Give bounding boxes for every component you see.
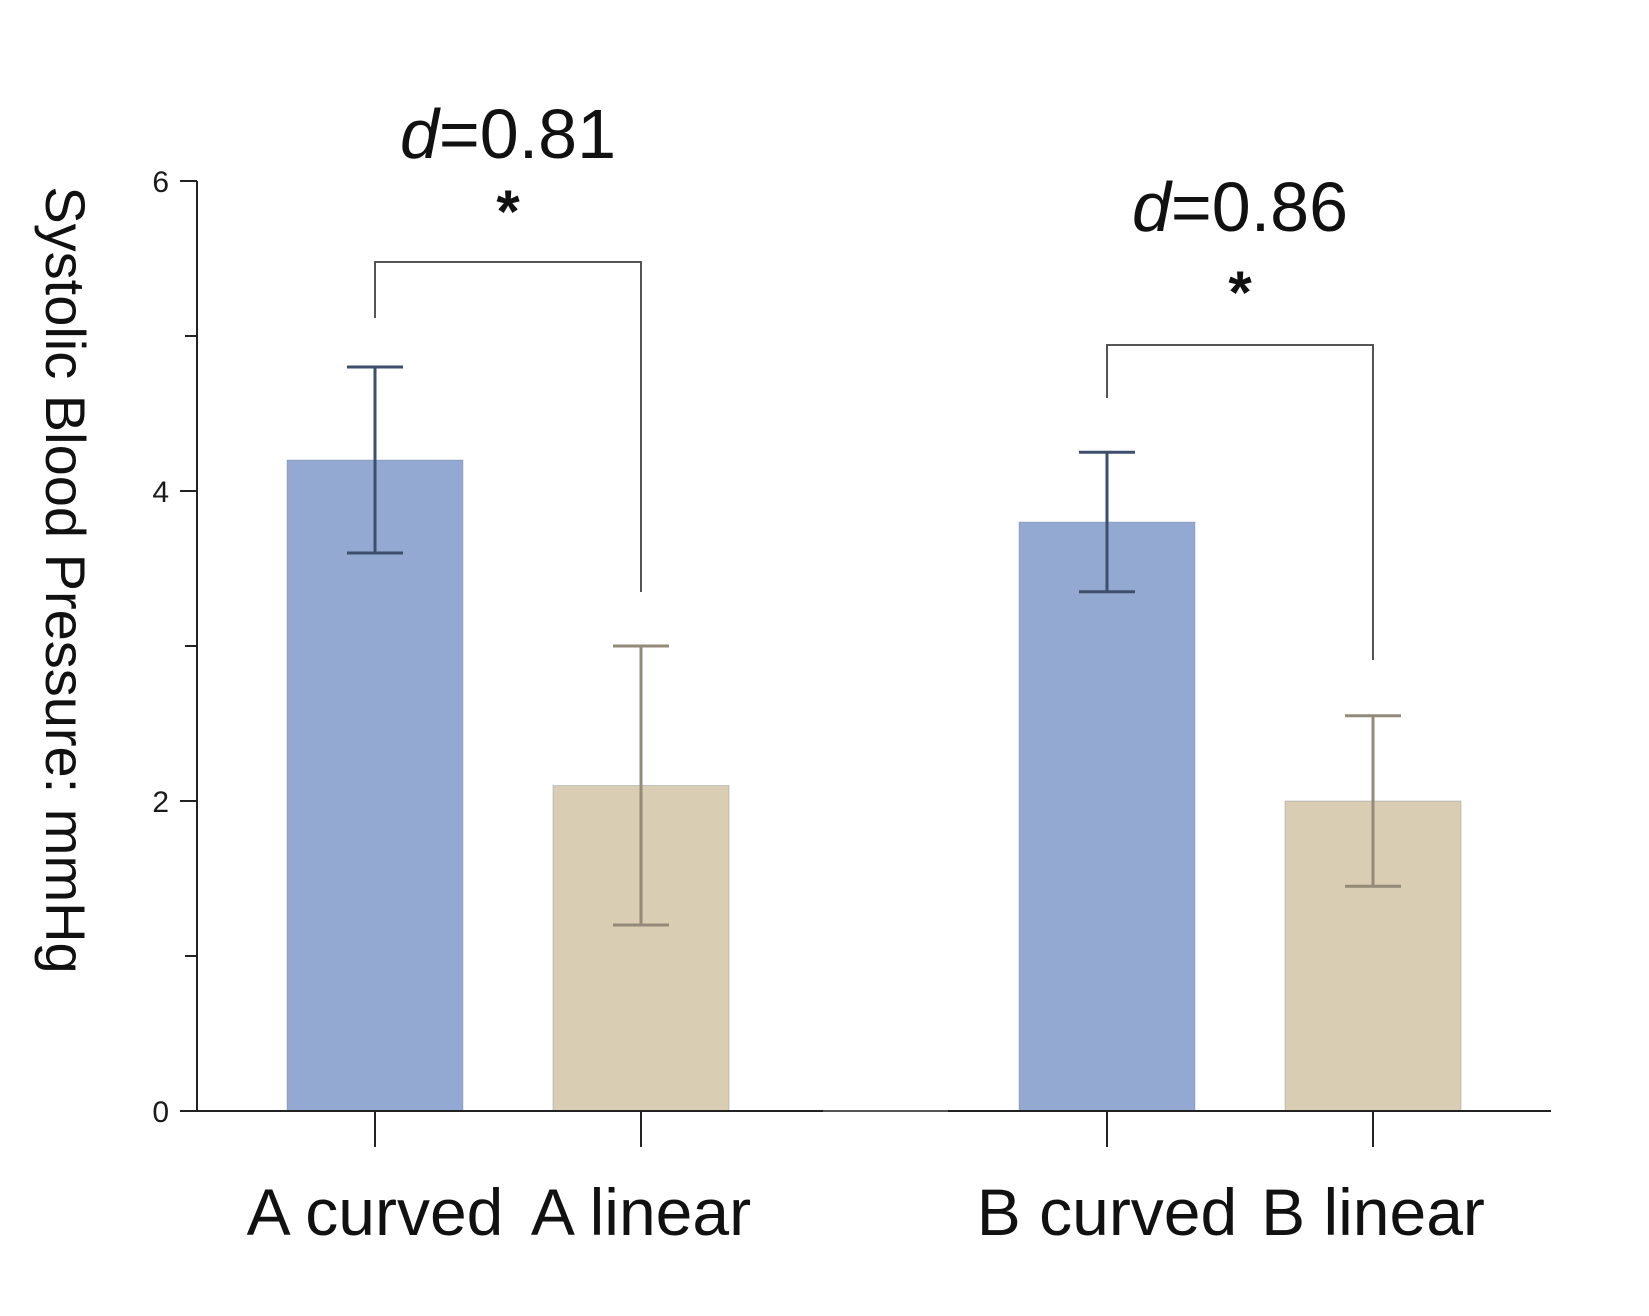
y-tick-label: 2 <box>152 786 169 819</box>
x-category-label: A linear <box>531 1175 751 1249</box>
bar <box>1018 521 1196 1112</box>
effect-size-value: 0.81 <box>480 95 616 173</box>
y-tick-label: 6 <box>152 166 169 199</box>
significance-bracket <box>374 261 642 592</box>
effect-size-symbol: d <box>400 95 441 173</box>
y-tick-label: 0 <box>152 1096 169 1129</box>
effect-size-equals: = <box>1171 168 1212 246</box>
effect-size-symbol: d <box>1132 168 1173 246</box>
x-category-label: B linear <box>1261 1175 1485 1249</box>
bar <box>286 459 464 1112</box>
y-tick-label: 4 <box>152 476 169 509</box>
significance-star: * <box>496 178 520 245</box>
significance-star: * <box>1228 259 1252 326</box>
x-category-label: A curved <box>247 1175 504 1249</box>
x-category-label: B curved <box>977 1175 1237 1249</box>
effect-size-label: d=0.86 <box>1132 168 1348 246</box>
y-axis-label: Systolic Blood Pressure: mmHg <box>34 186 97 973</box>
effect-size-value: 0.86 <box>1212 168 1348 246</box>
effect-size-equals: = <box>439 95 480 173</box>
effect-size-label: d=0.81 <box>400 95 616 173</box>
significance-bracket <box>1106 344 1374 660</box>
